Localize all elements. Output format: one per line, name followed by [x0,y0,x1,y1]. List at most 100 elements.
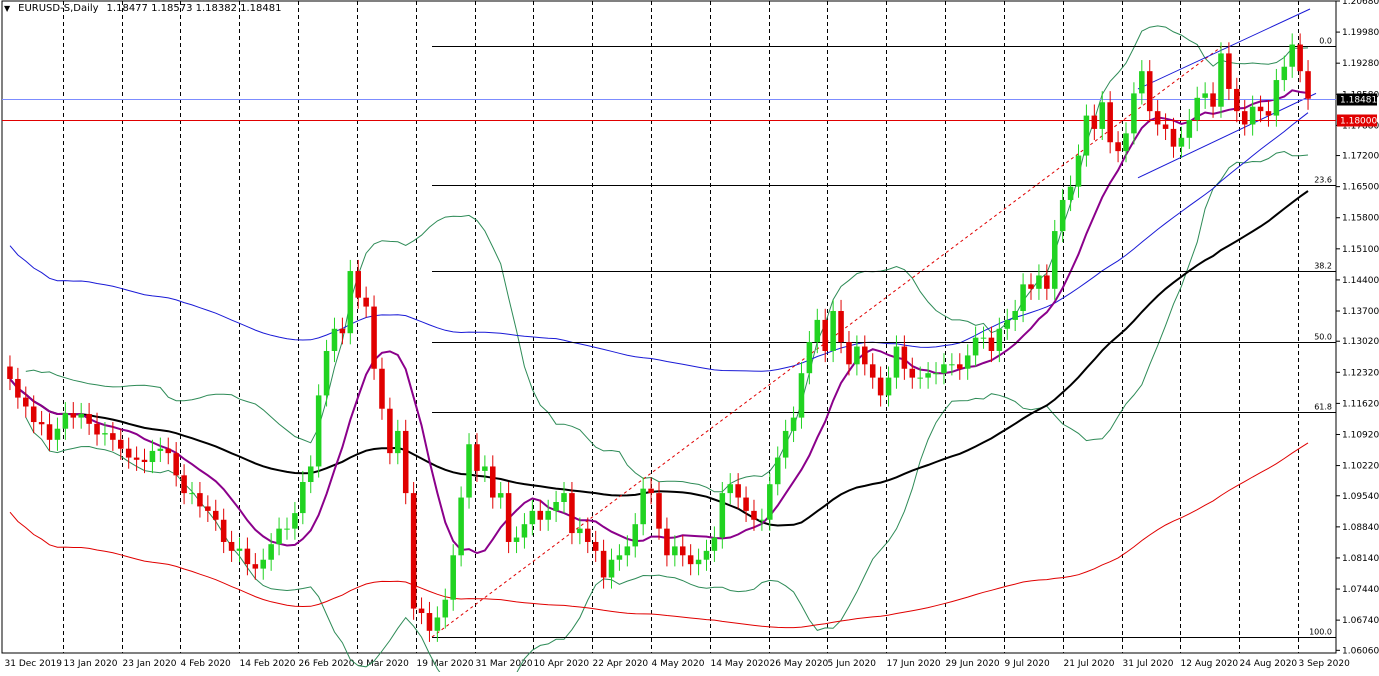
candle-body [537,510,544,520]
candle-body [687,555,694,565]
candle-body [893,346,900,378]
candle-body [482,466,488,471]
candle-body [117,439,124,449]
candle-body [474,444,480,471]
x-tick-label: 10 Apr 2020 [534,659,590,669]
candle-body [442,599,449,618]
candle-body [252,564,259,569]
candle-body [1115,142,1121,152]
candle-body [1265,111,1272,116]
candle-body [228,541,235,551]
triangle-down-icon[interactable]: ▼ [4,4,11,13]
candle-body [1154,111,1161,125]
candle-body [1051,231,1058,289]
candle-body [379,368,385,409]
candle-body [70,413,77,418]
fib-label: 50.0 [1314,333,1332,342]
candle-body [1067,186,1074,200]
candle-body [846,342,852,365]
candle-body [220,519,227,542]
y-tick-label: 1.06740 [1342,616,1379,626]
candle-body [1281,66,1288,81]
candle-body [355,271,361,298]
candle-body [149,450,156,463]
y-tick-label: 1.11620 [1342,399,1379,409]
candle-body [790,417,797,431]
x-tick-label: 14 May 2020 [711,659,770,669]
candle-body [1020,284,1026,312]
candle-body [268,544,274,560]
candle-body [996,328,1003,351]
candle-body [46,424,53,440]
candle-body [86,414,92,424]
x-tick-label: 23 Jan 2020 [123,659,177,669]
candle-body [767,484,773,520]
y-tick-label: 1.20680 [1342,0,1379,7]
candle-body [656,493,662,529]
y-tick-label: 1.16500 [1342,183,1379,193]
candle-body [62,413,69,429]
candle-body [862,346,868,365]
x-tick-label: 4 Feb 2020 [181,659,232,669]
candle-body [719,493,726,538]
candle-body [553,501,559,511]
candle-body [1218,53,1224,107]
candle-body [1123,133,1129,152]
candle-body [173,453,179,476]
candle-body [1146,71,1153,112]
y-tick-label: 1.15800 [1342,214,1379,224]
candle-body [426,613,433,631]
candle-body [205,506,211,511]
candle-body [347,271,354,334]
candle-body [466,444,472,498]
candle-body [743,497,749,511]
candle-body [125,448,132,458]
candle-body [110,433,116,440]
candle-body [300,482,306,514]
candle-body [1139,71,1145,94]
y-tick-label: 1.10920 [1342,430,1379,440]
candle-body [854,346,860,365]
candle-body [592,541,599,551]
candle-body [387,408,393,454]
candle-body [141,459,148,463]
candle-body [774,457,781,485]
candle-body [727,484,734,494]
x-tick-label: 31 Mar 2020 [476,659,533,669]
candle-body [54,428,61,440]
candle-body [1059,199,1066,232]
candle-body [1273,80,1280,116]
candle-body [1241,111,1248,125]
candle-body [1083,115,1090,156]
candle-body [402,430,409,494]
fib-label: 23.6 [1314,176,1332,185]
candle-body [957,364,963,369]
y-tick-label: 1.19280 [1342,59,1379,69]
candle-body [1170,128,1177,147]
x-tick-label: 17 Jun 2020 [887,659,941,669]
x-tick-label: 14 Feb 2020 [240,659,296,669]
candle-body [307,466,314,483]
candle-body [759,519,765,521]
candle-body [1249,106,1256,125]
bid-price-tag-text: 1.18481 [1340,96,1377,106]
y-tick-label: 1.17200 [1342,152,1379,162]
candle-body [1091,115,1098,129]
ohlc-values: 1.18477 1.18573 1.18382 1.18481 [106,3,282,14]
candle-body [1257,106,1264,112]
candle-body [1234,88,1240,112]
candle-body [917,377,923,379]
candle-body [751,510,757,520]
y-tick-label: 1.15100 [1342,245,1379,255]
y-tick-label: 1.12320 [1342,368,1379,378]
y-tick-label: 1.13020 [1342,337,1379,347]
fib-label: 61.8 [1314,403,1332,412]
candle-body [284,528,290,530]
candle-body [925,373,931,378]
candle-body [569,493,575,534]
candle-body [1107,102,1113,143]
x-tick-label: 31 Jul 2020 [1123,659,1174,669]
candle-body [909,368,916,378]
